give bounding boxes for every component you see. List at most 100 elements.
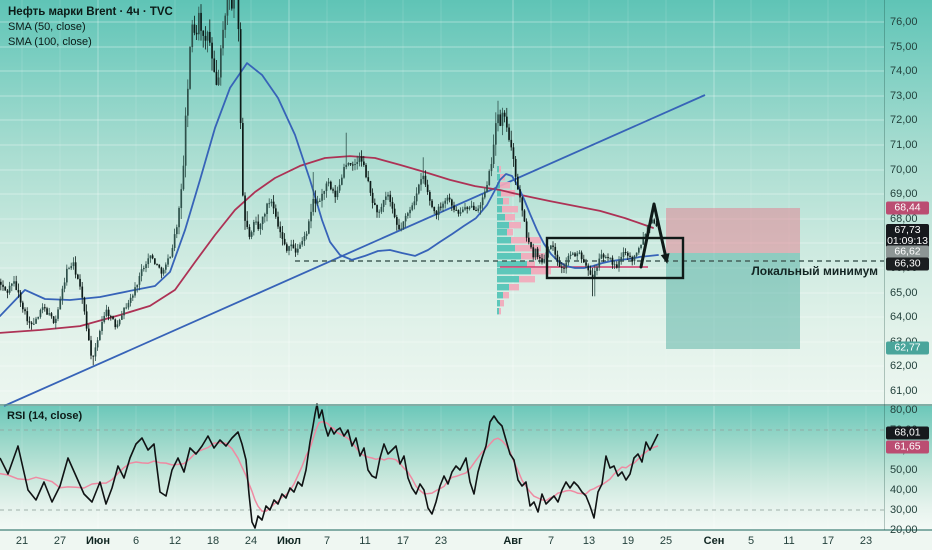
candle-body <box>176 227 178 235</box>
candle-body <box>22 302 24 310</box>
rsi-pane-background <box>0 406 932 530</box>
candle-body <box>563 267 565 269</box>
candle-body <box>233 0 235 9</box>
rsi-axis-label: 40,00 <box>890 484 918 496</box>
candle-body <box>556 254 559 262</box>
candle-body <box>74 262 77 275</box>
candle-body <box>125 307 128 309</box>
pane-divider[interactable] <box>0 404 932 406</box>
candle-body <box>534 248 537 258</box>
candle-body <box>415 193 418 202</box>
time-axis-label: 5 <box>747 535 755 547</box>
symbol-title[interactable]: Нефть марки Brent · 4ч · TVC <box>8 6 173 18</box>
candle-body <box>470 205 473 208</box>
candle-body <box>297 248 299 253</box>
price-axis-label: 74,00 <box>890 65 918 77</box>
target-zone <box>666 253 800 349</box>
volume-profile-sell-bar <box>509 222 521 229</box>
candle-body <box>151 255 154 259</box>
volume-profile-sell-bar <box>519 276 535 283</box>
candle-body <box>63 282 66 289</box>
candle-body <box>33 323 35 325</box>
candle-body <box>598 258 601 268</box>
countdown-timer: 01:09:13 <box>887 235 928 247</box>
candle-body <box>506 116 508 128</box>
candle-body <box>246 220 249 228</box>
candle-body <box>607 256 609 259</box>
candle-body <box>277 216 279 227</box>
price-axis-label: 75,00 <box>890 41 918 53</box>
volume-profile-sell-bar <box>509 284 519 291</box>
candle-body <box>336 190 339 198</box>
volume-profile-sell-bar <box>500 182 510 189</box>
candle-body <box>116 324 119 328</box>
candle-body <box>398 224 400 230</box>
candle-body <box>475 210 477 212</box>
candle-body <box>83 297 86 312</box>
candle-body <box>624 252 627 254</box>
price-badge: 66,30 <box>886 257 929 271</box>
sma-50-line <box>0 62 659 317</box>
candle-body <box>466 207 469 210</box>
candle-body <box>270 201 273 204</box>
candle-body <box>411 205 414 210</box>
price-badge: 68,44 <box>886 201 929 215</box>
time-axis-label: 11 <box>783 535 795 547</box>
candle-body <box>55 318 57 323</box>
local-minimum-label[interactable]: Локальный минимум <box>751 264 878 278</box>
candle-body <box>338 184 341 191</box>
price-axis-label: 68,00 <box>890 213 918 225</box>
candle-body <box>61 288 64 300</box>
candle-body <box>305 233 308 237</box>
candle-body <box>24 309 26 312</box>
price-axis-label: 64,00 <box>890 311 918 323</box>
time-axis-month-label: Июн <box>86 535 110 547</box>
candle-body <box>435 211 438 215</box>
candle-body <box>206 31 209 41</box>
price-axis-label: 72,00 <box>890 114 918 126</box>
candle-body <box>237 0 240 30</box>
volume-profile-sell-bar <box>515 245 541 252</box>
candle-body <box>486 185 488 192</box>
candle-body <box>345 164 348 168</box>
rsi-legend[interactable]: RSI (14, close) <box>7 410 83 422</box>
candle-body <box>112 316 114 320</box>
candle-body <box>4 286 7 291</box>
candle-body <box>195 32 198 35</box>
candle-body <box>433 206 436 212</box>
candle-body <box>198 12 200 35</box>
candle-body <box>253 221 255 233</box>
price-badge: 61,65 <box>886 440 929 454</box>
time-axis-label: 7 <box>547 535 555 547</box>
candle-body <box>640 244 642 249</box>
candle-body <box>420 179 422 185</box>
candle-body <box>530 242 532 248</box>
price-axis-border[interactable] <box>884 0 885 530</box>
time-axis-label: 25 <box>659 535 673 547</box>
time-axis-divider <box>0 529 932 531</box>
candle-body <box>59 299 62 310</box>
candle-body <box>294 248 297 253</box>
legend-sma50[interactable]: SMA (50, close) <box>8 21 86 33</box>
price-axis-label: 73,00 <box>890 90 918 102</box>
volume-profile-sell-bar <box>505 214 515 221</box>
candle-body <box>424 175 427 185</box>
rsi-axis-label: 30,00 <box>890 504 918 516</box>
candle-body <box>6 290 9 293</box>
candle-body <box>402 221 405 229</box>
legend-sma100[interactable]: SMA (100, close) <box>8 36 92 48</box>
volume-profile-buy-bar <box>497 261 527 268</box>
candle-body <box>477 208 480 211</box>
candle-body <box>334 190 337 198</box>
candle-body <box>569 254 572 256</box>
candle-body <box>400 228 403 230</box>
candle-body <box>220 48 222 78</box>
price-axis-label: 76,00 <box>890 16 918 28</box>
candle-body <box>30 322 33 325</box>
candle-body <box>455 209 458 211</box>
candle-body <box>211 42 213 59</box>
candle-body <box>286 244 288 251</box>
candle-body <box>266 203 268 215</box>
